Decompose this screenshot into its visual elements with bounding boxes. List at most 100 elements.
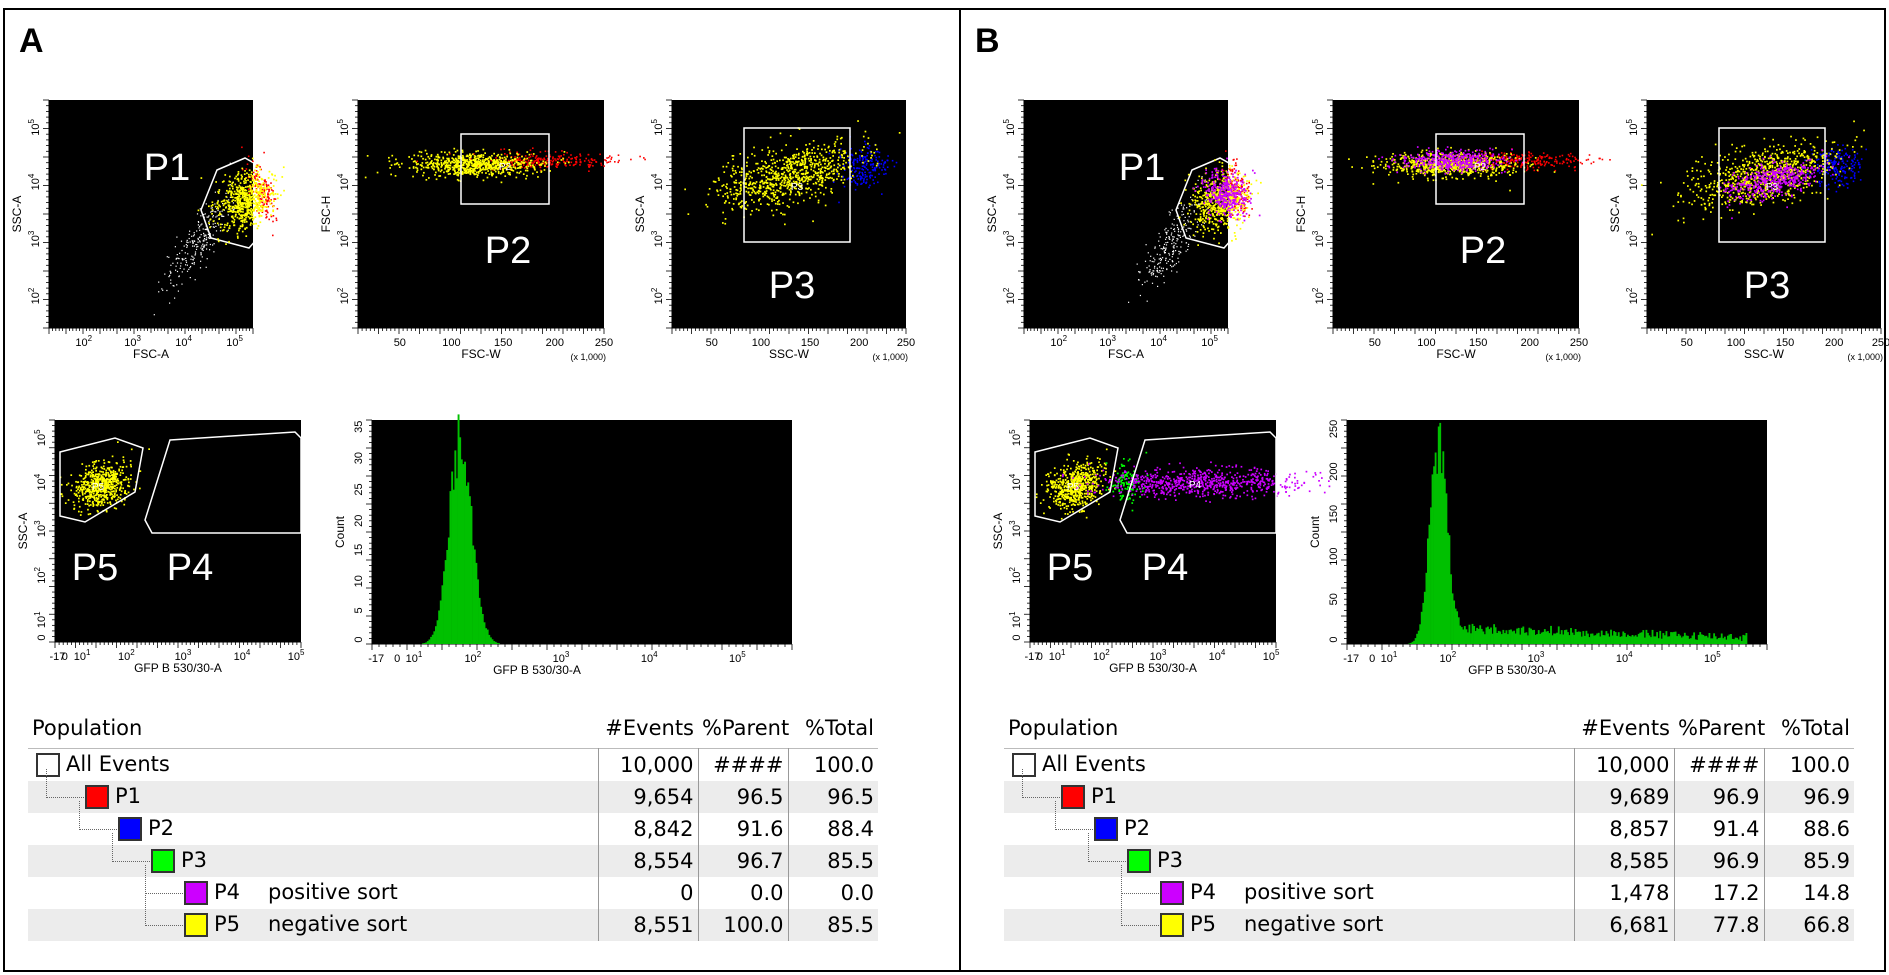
tick-label: 102	[336, 287, 351, 304]
percent-parent: 77.8	[1674, 909, 1765, 941]
population-name: P4	[1190, 880, 1217, 904]
point-cloud	[1062, 461, 1416, 503]
percent-parent: 0.0	[698, 877, 789, 909]
tick-label: 101	[1381, 650, 1398, 665]
histogram-bars	[422, 414, 500, 644]
tree-connector	[46, 769, 86, 798]
tick-label: 50	[706, 337, 718, 349]
column-header[interactable]: %Total	[1781, 716, 1850, 740]
table-row[interactable]: P3 8,585 96.9 85.9	[1004, 833, 1854, 877]
tick-label: 103	[553, 650, 570, 665]
tick-label: -17	[1343, 653, 1359, 665]
table-row[interactable]: P2 8,857 91.4 88.6	[1004, 801, 1854, 845]
point-cloud	[197, 157, 285, 245]
gate-p5	[59, 437, 144, 523]
table-row[interactable]: P4 positive sort 1,478 17.2 14.8	[1004, 865, 1854, 909]
table-row[interactable]: All Events 10,000 #### 100.0	[1004, 748, 1854, 781]
y-axis-label: FSC-H	[319, 196, 333, 233]
table-row[interactable]: P3 8,554 96.7 85.5	[28, 833, 878, 877]
plot-fsc-ssc: 102 103 104 105 102 103 104 105 FSC-A SSC-A P1	[10, 99, 285, 361]
population-table: Population #Events %Parent %Total All Events…	[1004, 712, 1854, 941]
point-cloud	[150, 162, 245, 335]
population-color-swatch	[184, 881, 208, 905]
column-header[interactable]: #Events	[605, 716, 694, 740]
percent-total: 100.0	[1764, 748, 1854, 781]
x-axis-label: GFP B 530/30-A	[493, 663, 581, 677]
gate-inner-p2: P2	[1474, 162, 1487, 173]
point-cloud	[1192, 157, 1261, 223]
table-row[interactable]: P5 negative sort 8,551 100.0 85.5	[28, 879, 878, 941]
tick-label: 104	[1008, 473, 1023, 490]
population-name: P4	[214, 880, 241, 904]
histogram-bars	[1408, 422, 1748, 644]
percent-parent: 91.4	[1674, 813, 1765, 845]
y-axis-label: SSC-A	[1608, 196, 1622, 233]
tick-label: 20	[353, 515, 365, 527]
table-row[interactable]: P5 negative sort 6,681 77.8 66.8	[1004, 879, 1854, 941]
tick-label: 105	[288, 648, 305, 663]
point-cloud	[59, 441, 150, 516]
column-header[interactable]: Population	[32, 716, 143, 740]
tick-label: 105	[33, 429, 48, 446]
y-axis-label: Count	[1308, 515, 1322, 548]
gate-inner-p4: P4	[1189, 480, 1202, 491]
y-axis-label: FSC-H	[1294, 196, 1308, 233]
tick-label: 35	[353, 421, 365, 433]
population-name: P2	[148, 816, 175, 840]
tick-label: 0	[1037, 651, 1043, 663]
plot-area	[49, 100, 253, 328]
y-axis-label: SSC-A	[991, 513, 1005, 550]
column-header[interactable]: %Parent	[1678, 716, 1766, 740]
event-count: 9,654	[598, 781, 699, 813]
plot-area	[55, 420, 301, 642]
population-color-swatch	[118, 817, 142, 841]
tick-label: 103	[27, 230, 42, 247]
table-row[interactable]: P4 positive sort 0 0.0 0.0	[28, 865, 878, 909]
tick-label: 100	[1727, 337, 1745, 349]
y-axis-label: SSC-A	[16, 513, 30, 550]
tick-label: -17	[1025, 651, 1041, 663]
gate-label-p1: P1	[1119, 147, 1165, 189]
population-table: Population #Events %Parent %Total All Events…	[28, 712, 878, 941]
tick-label: 250	[897, 337, 915, 349]
tick-label: 101	[1008, 611, 1023, 628]
percent-total: 88.4	[827, 817, 874, 841]
axes: -17 0 101 102 103 104 105 0 5 10 15 20 25 30 35 GFP B 5…	[333, 419, 793, 677]
population-color-swatch	[85, 785, 109, 809]
column-header[interactable]: %Parent	[702, 716, 790, 740]
tick-label: 50	[1681, 337, 1693, 349]
column-header[interactable]: #Events	[1581, 716, 1670, 740]
gate-p3	[1718, 127, 1826, 243]
tick-label: 103	[336, 230, 351, 247]
population-color-swatch	[151, 849, 175, 873]
tick-label: 104	[1002, 173, 1017, 190]
tick-label: 250	[595, 337, 613, 349]
column-header[interactable]: %Total	[805, 716, 874, 740]
tick-label: 104	[641, 650, 658, 665]
population-name: P1	[115, 784, 142, 808]
tick-label: 102	[1625, 287, 1640, 304]
point-cloud	[1035, 448, 1117, 520]
gate-p2	[1435, 133, 1525, 205]
column-header[interactable]: Population	[1008, 716, 1119, 740]
plot-area	[1024, 100, 1228, 328]
point-cloud	[684, 120, 901, 226]
table-row[interactable]: All Events 10,000 #### 100.0	[28, 748, 878, 781]
tick-label: 5	[353, 607, 365, 613]
event-count: 8,551	[598, 909, 699, 941]
population-description: negative sort	[1244, 912, 1384, 936]
table-row[interactable]: P1 9,689 96.9 96.9	[1004, 769, 1854, 813]
tick-label: 200	[850, 337, 868, 349]
tree-connector	[1121, 879, 1161, 926]
table-row[interactable]: P2 8,842 91.6 88.4	[28, 801, 878, 845]
gate-label-p2: P2	[485, 230, 531, 272]
event-count: 8,585	[1574, 845, 1675, 877]
y-axis-label: SSC-A	[985, 196, 999, 233]
tick-label: 103	[1099, 334, 1116, 349]
table-row[interactable]: P1 9,654 96.5 96.5	[28, 769, 878, 813]
gate-label-p3: P3	[1744, 265, 1790, 307]
gate-label-p2: P2	[1460, 230, 1506, 272]
tick-label: 101	[1049, 648, 1066, 663]
population-name: P3	[181, 848, 208, 872]
